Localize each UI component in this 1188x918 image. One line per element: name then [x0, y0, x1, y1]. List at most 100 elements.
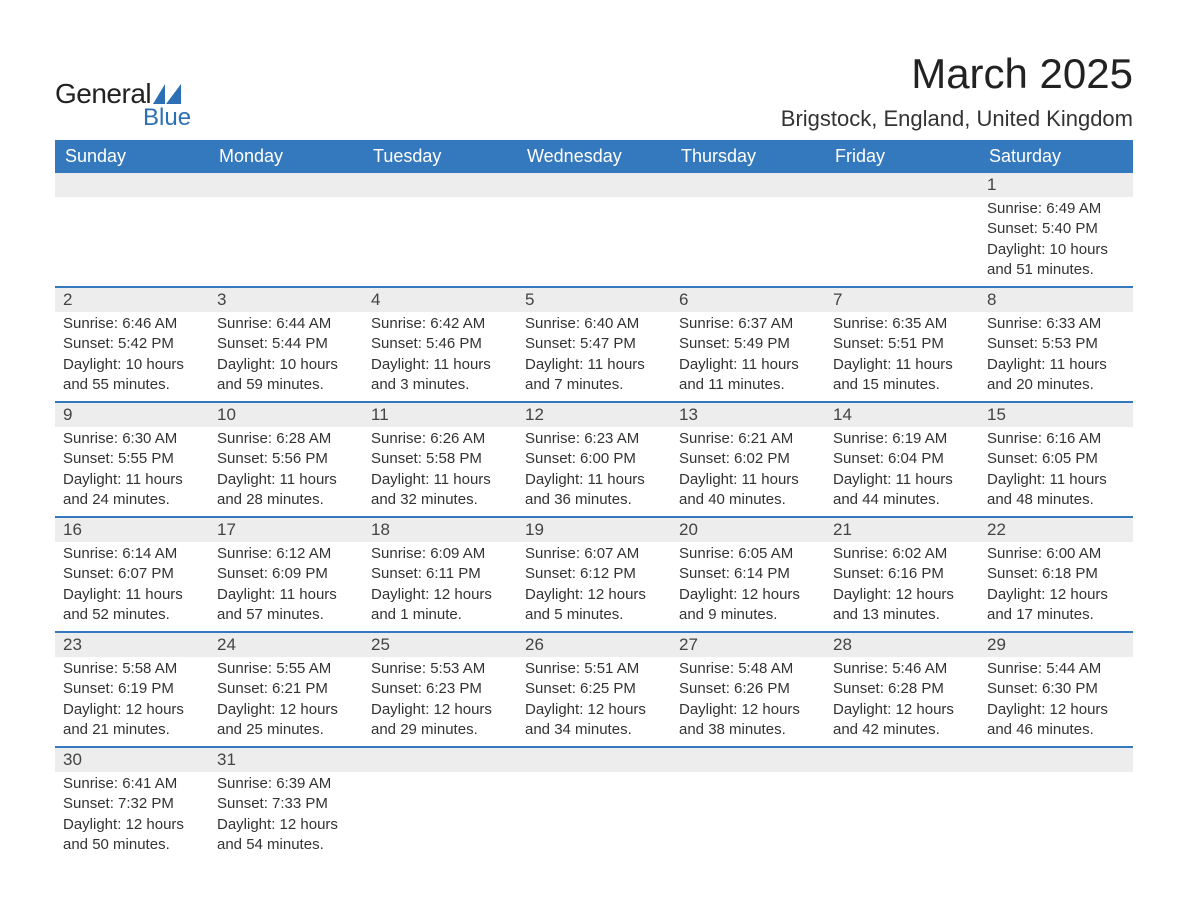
- sunset-text: Sunset: 5:49 PM: [679, 334, 817, 354]
- sunrise-text: Sunrise: 6:21 AM: [679, 429, 817, 449]
- calendar-cell: 26Sunrise: 5:51 AMSunset: 6:25 PMDayligh…: [517, 632, 671, 747]
- calendar-cell: 9Sunrise: 6:30 AMSunset: 5:55 PMDaylight…: [55, 402, 209, 517]
- day-content: [517, 772, 671, 852]
- day-content: Sunrise: 5:55 AMSunset: 6:21 PMDaylight:…: [209, 657, 363, 746]
- sunrise-text: Sunrise: 6:35 AM: [833, 314, 971, 334]
- brand-text-general: General: [55, 78, 151, 110]
- daylight-text: Daylight: 12 hours and 13 minutes.: [833, 585, 971, 626]
- sunset-text: Sunset: 5:47 PM: [525, 334, 663, 354]
- calendar-cell: 16Sunrise: 6:14 AMSunset: 6:07 PMDayligh…: [55, 517, 209, 632]
- header: General Blue March 2025 Brigstock, Engla…: [55, 50, 1133, 132]
- calendar-cell: 22Sunrise: 6:00 AMSunset: 6:18 PMDayligh…: [979, 517, 1133, 632]
- daylight-text: Daylight: 11 hours and 36 minutes.: [525, 470, 663, 511]
- calendar-cell: 29Sunrise: 5:44 AMSunset: 6:30 PMDayligh…: [979, 632, 1133, 747]
- calendar-cell: 25Sunrise: 5:53 AMSunset: 6:23 PMDayligh…: [363, 632, 517, 747]
- daylight-text: Daylight: 12 hours and 54 minutes.: [217, 815, 355, 856]
- day-number: 12: [517, 403, 671, 427]
- day-number: 6: [671, 288, 825, 312]
- sunrise-text: Sunrise: 5:58 AM: [63, 659, 201, 679]
- day-number: 4: [363, 288, 517, 312]
- daylight-text: Daylight: 12 hours and 50 minutes.: [63, 815, 201, 856]
- day-number: 15: [979, 403, 1133, 427]
- location-subtitle: Brigstock, England, United Kingdom: [781, 106, 1133, 132]
- day-number: 9: [55, 403, 209, 427]
- calendar-cell: [671, 747, 825, 861]
- calendar-cell: 11Sunrise: 6:26 AMSunset: 5:58 PMDayligh…: [363, 402, 517, 517]
- day-content: Sunrise: 6:26 AMSunset: 5:58 PMDaylight:…: [363, 427, 517, 516]
- calendar-cell: 23Sunrise: 5:58 AMSunset: 6:19 PMDayligh…: [55, 632, 209, 747]
- daylight-text: Daylight: 12 hours and 42 minutes.: [833, 700, 971, 741]
- sunset-text: Sunset: 5:55 PM: [63, 449, 201, 469]
- calendar-week-row: 23Sunrise: 5:58 AMSunset: 6:19 PMDayligh…: [55, 632, 1133, 747]
- day-number: 30: [55, 748, 209, 772]
- sunset-text: Sunset: 6:00 PM: [525, 449, 663, 469]
- daylight-text: Daylight: 12 hours and 25 minutes.: [217, 700, 355, 741]
- title-block: March 2025 Brigstock, England, United Ki…: [781, 50, 1133, 132]
- daylight-text: Daylight: 12 hours and 1 minute.: [371, 585, 509, 626]
- day-number: 1: [979, 173, 1133, 197]
- day-number: 13: [671, 403, 825, 427]
- sunset-text: Sunset: 6:18 PM: [987, 564, 1125, 584]
- sunset-text: Sunset: 5:53 PM: [987, 334, 1125, 354]
- day-content: Sunrise: 5:51 AMSunset: 6:25 PMDaylight:…: [517, 657, 671, 746]
- daylight-text: Daylight: 11 hours and 11 minutes.: [679, 355, 817, 396]
- sunset-text: Sunset: 6:28 PM: [833, 679, 971, 699]
- sunset-text: Sunset: 5:44 PM: [217, 334, 355, 354]
- calendar-cell: 8Sunrise: 6:33 AMSunset: 5:53 PMDaylight…: [979, 287, 1133, 402]
- calendar-cell: [671, 173, 825, 287]
- sunset-text: Sunset: 6:11 PM: [371, 564, 509, 584]
- sunset-text: Sunset: 6:26 PM: [679, 679, 817, 699]
- day-number: [55, 173, 209, 197]
- calendar-cell: 14Sunrise: 6:19 AMSunset: 6:04 PMDayligh…: [825, 402, 979, 517]
- calendar-cell: 12Sunrise: 6:23 AMSunset: 6:00 PMDayligh…: [517, 402, 671, 517]
- weekday-header-row: Sunday Monday Tuesday Wednesday Thursday…: [55, 140, 1133, 173]
- day-content: Sunrise: 6:35 AMSunset: 5:51 PMDaylight:…: [825, 312, 979, 401]
- calendar-cell: 18Sunrise: 6:09 AMSunset: 6:11 PMDayligh…: [363, 517, 517, 632]
- day-number: [979, 748, 1133, 772]
- sunrise-text: Sunrise: 5:53 AM: [371, 659, 509, 679]
- calendar-cell: [209, 173, 363, 287]
- daylight-text: Daylight: 11 hours and 32 minutes.: [371, 470, 509, 511]
- sunset-text: Sunset: 6:25 PM: [525, 679, 663, 699]
- weekday-header: Tuesday: [363, 140, 517, 173]
- day-content: Sunrise: 6:44 AMSunset: 5:44 PMDaylight:…: [209, 312, 363, 401]
- weekday-header: Sunday: [55, 140, 209, 173]
- sunset-text: Sunset: 5:58 PM: [371, 449, 509, 469]
- day-number: 28: [825, 633, 979, 657]
- sunset-text: Sunset: 5:42 PM: [63, 334, 201, 354]
- calendar-cell: 5Sunrise: 6:40 AMSunset: 5:47 PMDaylight…: [517, 287, 671, 402]
- day-number: 27: [671, 633, 825, 657]
- day-content: [517, 197, 671, 277]
- day-number: 22: [979, 518, 1133, 542]
- day-number: 2: [55, 288, 209, 312]
- day-number: 25: [363, 633, 517, 657]
- brand-text-blue: Blue: [143, 104, 191, 132]
- day-content: Sunrise: 6:28 AMSunset: 5:56 PMDaylight:…: [209, 427, 363, 516]
- daylight-text: Daylight: 11 hours and 40 minutes.: [679, 470, 817, 511]
- sunset-text: Sunset: 6:02 PM: [679, 449, 817, 469]
- day-number: 11: [363, 403, 517, 427]
- sunset-text: Sunset: 5:51 PM: [833, 334, 971, 354]
- daylight-text: Daylight: 11 hours and 3 minutes.: [371, 355, 509, 396]
- month-title: March 2025: [781, 50, 1133, 98]
- calendar-cell: 1Sunrise: 6:49 AMSunset: 5:40 PMDaylight…: [979, 173, 1133, 287]
- calendar-cell: [979, 747, 1133, 861]
- sunset-text: Sunset: 7:33 PM: [217, 794, 355, 814]
- day-content: Sunrise: 6:49 AMSunset: 5:40 PMDaylight:…: [979, 197, 1133, 286]
- sunrise-text: Sunrise: 6:42 AM: [371, 314, 509, 334]
- day-number: [825, 748, 979, 772]
- daylight-text: Daylight: 11 hours and 15 minutes.: [833, 355, 971, 396]
- calendar-week-row: 1Sunrise: 6:49 AMSunset: 5:40 PMDaylight…: [55, 173, 1133, 287]
- sunrise-text: Sunrise: 6:02 AM: [833, 544, 971, 564]
- day-content: Sunrise: 6:30 AMSunset: 5:55 PMDaylight:…: [55, 427, 209, 516]
- day-number: [517, 748, 671, 772]
- calendar-cell: [363, 747, 517, 861]
- daylight-text: Daylight: 12 hours and 46 minutes.: [987, 700, 1125, 741]
- day-content: Sunrise: 6:33 AMSunset: 5:53 PMDaylight:…: [979, 312, 1133, 401]
- sunrise-text: Sunrise: 6:12 AM: [217, 544, 355, 564]
- calendar-cell: 17Sunrise: 6:12 AMSunset: 6:09 PMDayligh…: [209, 517, 363, 632]
- day-number: 26: [517, 633, 671, 657]
- day-number: 23: [55, 633, 209, 657]
- sunrise-text: Sunrise: 6:23 AM: [525, 429, 663, 449]
- daylight-text: Daylight: 12 hours and 29 minutes.: [371, 700, 509, 741]
